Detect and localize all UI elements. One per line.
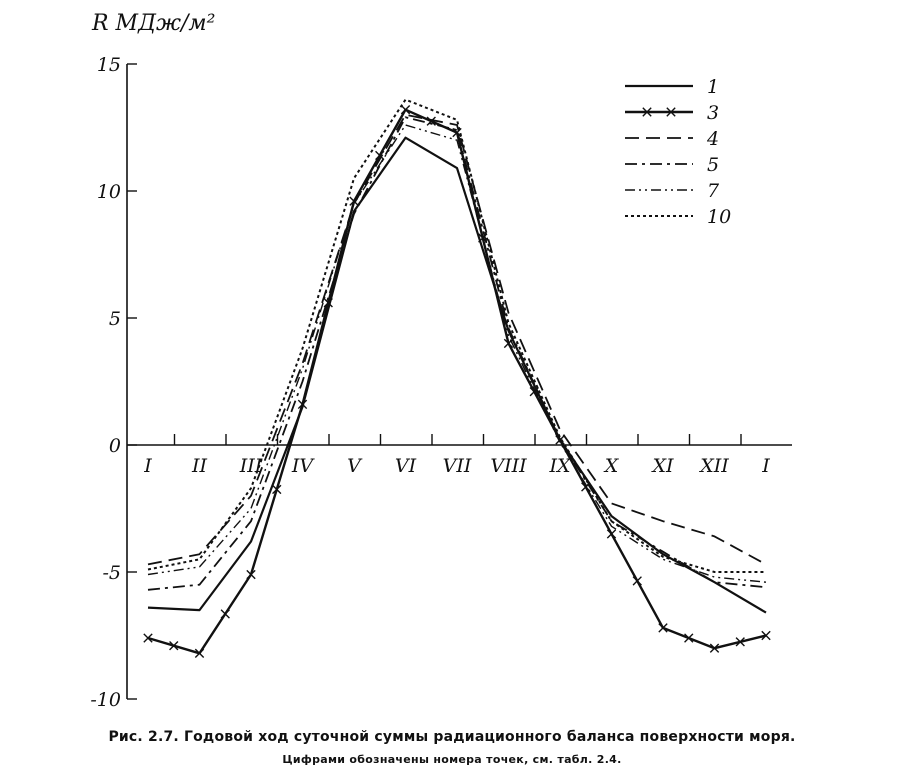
series-layer: [143, 98, 771, 658]
cross-marker: [658, 623, 668, 633]
cross-marker: [426, 116, 436, 126]
cross-marker: [272, 484, 282, 495]
cross-marker: [684, 633, 694, 643]
series-3: [143, 105, 771, 658]
legend-item-1: 1: [625, 76, 719, 98]
series-line: [147, 116, 767, 591]
legend-item-3: 3: [625, 102, 719, 124]
legend-item-5: 5: [625, 154, 719, 176]
legend-label: 5: [707, 154, 719, 176]
legend-label: 3: [707, 102, 719, 124]
cross-marker: [194, 648, 205, 658]
y-tick-label: -10: [90, 689, 121, 711]
cross-marker: [246, 569, 256, 580]
y-tick-label: -5: [102, 562, 121, 584]
series-line: [147, 124, 767, 583]
series-5: [147, 116, 767, 591]
legend-label: 1: [707, 76, 719, 98]
x-tick-label: I: [143, 455, 152, 477]
series-line: [147, 98, 766, 573]
cross-marker: [632, 576, 642, 586]
cross-marker: [297, 399, 308, 410]
figure-caption: Рис. 2.7. Годовой ход суточной суммы рад…: [108, 729, 796, 745]
cross-marker: [143, 633, 153, 643]
x-tick-label: V: [347, 455, 363, 477]
x-tick-label: X: [603, 455, 620, 477]
legend-item-4: 4: [625, 128, 719, 150]
y-axis-title: R МДж/м²: [91, 11, 215, 36]
legend-item-10: 10: [625, 206, 731, 228]
x-tick-label: XII: [698, 455, 729, 477]
series-line: [147, 136, 767, 614]
x-tick-label: I: [761, 455, 770, 477]
x-tick-label: IV: [291, 455, 316, 477]
legend-label: 4: [706, 128, 719, 150]
x-tick-label: VI: [395, 455, 417, 477]
cross-marker: [666, 107, 676, 117]
legend-item-7: 7: [625, 180, 720, 202]
legend-label: 7: [707, 180, 720, 202]
y-tick-label: 0: [109, 435, 121, 457]
cross-marker: [375, 150, 385, 161]
cross-marker: [735, 637, 745, 647]
series-1: [147, 136, 767, 614]
cross-marker: [220, 609, 230, 619]
x-tick-label: VII: [443, 455, 472, 477]
y-tick-label: 10: [97, 181, 121, 203]
legend: 1 3 4 5 7 10: [625, 76, 731, 228]
x-tick-label: II: [191, 455, 208, 477]
y-tick-label: 15: [97, 54, 121, 76]
cross-marker: [606, 529, 617, 539]
series-line: [147, 108, 767, 655]
cross-marker: [169, 640, 179, 651]
y-tick-label: 5: [109, 308, 121, 330]
series-7: [147, 124, 767, 583]
x-tick-label: IX: [548, 455, 572, 477]
cross-marker: [555, 435, 565, 445]
series-10: [147, 98, 766, 573]
series-line: [147, 113, 767, 566]
x-tick-label: VIII: [490, 455, 527, 477]
cross-marker: [761, 630, 771, 641]
cross-marker: [709, 643, 720, 653]
legend-label: 10: [707, 206, 731, 228]
series-4: [147, 113, 767, 566]
cross-marker: [478, 233, 488, 243]
figure-caption-note: Цифрами обозначены номера точек, см. таб…: [282, 753, 622, 766]
x-tick-label: XI: [650, 455, 674, 477]
cross-marker: [642, 107, 652, 117]
cross-marker: [400, 105, 411, 115]
